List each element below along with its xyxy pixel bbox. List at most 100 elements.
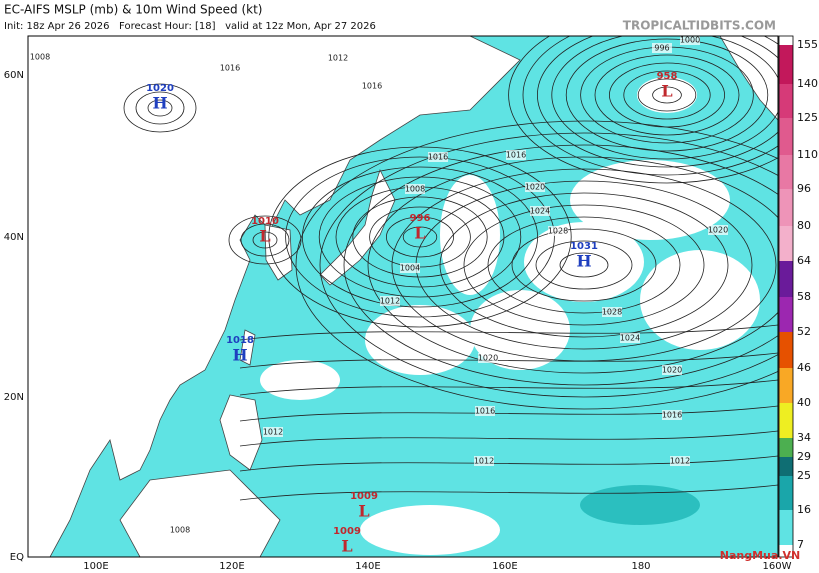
isobar-label: 1020 (478, 354, 498, 363)
isobar-label: 1012 (328, 54, 348, 63)
center-value: 1010 (251, 216, 279, 227)
isobar (343, 144, 778, 386)
colorbar-band (779, 510, 793, 545)
isobar (295, 120, 778, 410)
colorbar-band (779, 368, 793, 403)
isobars (123, 36, 778, 501)
colorbar-band (779, 332, 793, 368)
colorbar-band (779, 118, 793, 155)
map-plot: 1008 1016 1012 1016 1016 1016 1020 1024 1028 1028… (28, 36, 778, 557)
colorbar-band (779, 189, 793, 226)
isobar-label: 1016 (506, 151, 526, 160)
isobar (228, 215, 302, 265)
isobar-label-bg (428, 152, 448, 162)
isobar-label-bg (263, 427, 283, 437)
colorbar: 155 140 125 110 96 80 64 58 52 46 40 34 29 25 16 7 (778, 35, 818, 558)
subtitle: Init: 18z Apr 26 2026 Forecast Hour: [18… (4, 21, 376, 32)
isobar (487, 216, 681, 314)
center-value: 1009 (333, 526, 361, 537)
isobar (623, 70, 711, 120)
calm-zone (637, 77, 697, 113)
isobar (537, 36, 778, 168)
colorbar-band (779, 476, 793, 510)
center-symbol: L (661, 82, 672, 101)
colorbar-tick-label: 52 (797, 325, 811, 338)
strong-wind-zone (580, 485, 700, 525)
isobar-label-bg (530, 206, 550, 216)
center-value: 1009 (350, 491, 378, 502)
isobar (367, 156, 778, 374)
isobar (352, 196, 488, 278)
isobar (252, 231, 278, 249)
center-value: 958 (657, 71, 678, 82)
isobar-label: 1012 (263, 428, 283, 437)
asia-land (28, 36, 521, 557)
isobar-label: 1016 (220, 64, 240, 73)
colorbar-tick-label: 34 (797, 431, 811, 444)
center-symbol: L (414, 224, 425, 243)
colorbar-tick-label: 140 (797, 77, 818, 90)
isobar (385, 216, 454, 258)
colorbar-band (779, 45, 793, 84)
isobar (508, 36, 778, 184)
isobar-label: 1020 (525, 183, 545, 192)
lat-label: 60N (4, 70, 24, 81)
isobar-label: 1008 (405, 185, 425, 194)
isobar-label-bg (400, 263, 420, 273)
isobar-label: 1000 (680, 36, 700, 45)
lon-label: 160W (763, 561, 792, 572)
isobar-label: 1028 (602, 308, 622, 317)
lat-label: 40N (4, 232, 24, 243)
isobar-label: 996 (654, 44, 669, 53)
isobar-label-bg (680, 36, 700, 45)
lon-label: 140E (355, 561, 380, 572)
isobar (239, 455, 778, 472)
calm-zone (570, 160, 730, 240)
isobar-label: 1012 (474, 457, 494, 466)
isobar-label-bg (662, 410, 682, 420)
isobar (637, 78, 697, 112)
isobar-label: 1024 (620, 334, 640, 343)
maritime-continent (119, 469, 281, 557)
isobar (239, 405, 778, 422)
colorbar-tick-label: 16 (797, 503, 811, 516)
colorbar-band (779, 297, 793, 332)
center-value: 1018 (226, 335, 254, 346)
colorbar-tick-label: 110 (797, 148, 818, 161)
colorbar-band (779, 403, 793, 438)
calm-zone (360, 505, 500, 555)
isobar-label-bg (170, 525, 190, 535)
isobar-label-bg (708, 225, 728, 235)
isobar (239, 379, 778, 396)
isobar-label: 1016 (662, 411, 682, 420)
colorbar-tick-label: 40 (797, 396, 811, 409)
isobar-label-bg (380, 296, 400, 306)
center-symbol: H (232, 346, 247, 365)
isobar (511, 228, 657, 302)
isobar-label: 1016 (475, 407, 495, 416)
center-symbol: L (259, 227, 270, 246)
calm-zone (260, 360, 340, 400)
isobar (135, 91, 185, 125)
colorbar-tick-label: 155 (797, 38, 818, 51)
colorbar-tick-label: 29 (797, 450, 811, 463)
isobar (551, 36, 778, 160)
isobar (565, 38, 769, 152)
japan (319, 168, 396, 286)
colorbar-frame (778, 35, 794, 558)
isobar-label-bg (652, 43, 672, 53)
center-value: 996 (410, 213, 431, 224)
isobar (240, 223, 290, 257)
isobar-label: 1028 (548, 227, 568, 236)
isobar-label-bg (525, 182, 545, 192)
isobar (522, 36, 778, 176)
title: EC-AIFS MSLP (mb) & 10m Wind Speed (kt) (4, 3, 262, 17)
isobar (285, 156, 555, 318)
isobar-label: 1020 (662, 366, 682, 375)
colorbar-band (779, 545, 793, 557)
colorbar-band (779, 438, 793, 457)
colorbar-band (779, 84, 793, 118)
isobar (123, 83, 197, 133)
